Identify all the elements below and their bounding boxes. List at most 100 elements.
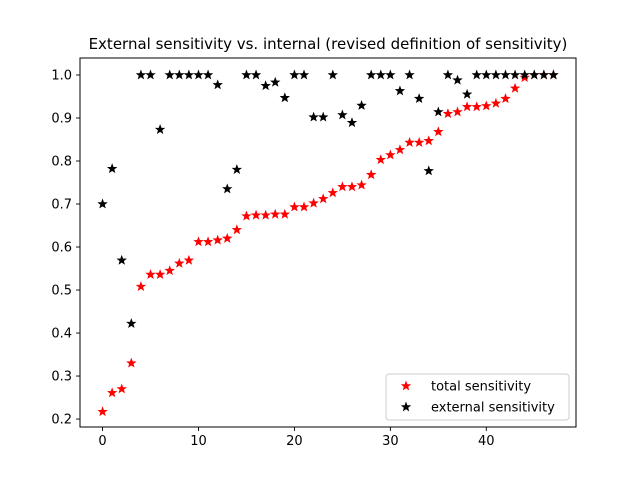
data-point (298, 69, 310, 80)
data-point (145, 69, 156, 80)
data-point (289, 201, 300, 212)
data-point (413, 93, 425, 104)
data-point (202, 236, 214, 247)
data-point (202, 69, 214, 80)
data-point (529, 69, 540, 80)
y-tick-label: 0.9 (51, 111, 72, 126)
data-point (279, 208, 291, 219)
data-point (231, 224, 243, 235)
data-point (126, 318, 137, 328)
data-point (106, 163, 118, 174)
data-point (365, 69, 377, 80)
data-point (375, 69, 386, 80)
data-point (135, 69, 147, 80)
data-point (519, 69, 530, 80)
data-point (97, 406, 108, 417)
data-point (222, 232, 233, 243)
y-tick-label: 0.5 (51, 284, 72, 299)
data-point (308, 197, 319, 208)
data-point (289, 69, 300, 80)
data-point (461, 101, 473, 112)
data-point (135, 281, 147, 291)
data-point (212, 234, 223, 245)
data-point (375, 154, 386, 165)
legend-label: total sensitivity (431, 380, 531, 395)
data-point (308, 111, 319, 122)
y-tick-label: 0.8 (51, 155, 72, 170)
y-tick-label: 0.3 (51, 370, 72, 385)
axes: 0 10 20 30 40 0.2 0.3 0.4 0.5 0.6 0.7 0.8 0.9 1.0 (51, 57, 577, 449)
series-external-sensitivity (97, 69, 559, 328)
data-point (97, 198, 108, 209)
data-point (318, 111, 329, 122)
data-point (500, 93, 511, 104)
data-point (145, 269, 156, 279)
series-total-sensitivity (97, 69, 559, 417)
legend-marker (400, 401, 412, 412)
data-point (154, 124, 166, 135)
data-point (442, 69, 454, 80)
legend-label: external sensitivity (431, 401, 555, 416)
x-tick-label: 0 (98, 434, 106, 449)
data-point (337, 181, 348, 192)
data-point (481, 69, 492, 80)
x-tick-label: 40 (478, 434, 495, 449)
data-point (509, 69, 521, 80)
data-point (279, 92, 291, 103)
data-point (394, 144, 406, 155)
data-point (346, 181, 358, 192)
data-point (394, 85, 406, 96)
data-point (241, 69, 252, 80)
data-point (509, 82, 521, 93)
y-tick-label: 0.4 (51, 327, 72, 342)
data-point (164, 69, 175, 80)
data-point (327, 69, 338, 80)
data-point (193, 69, 204, 80)
y-tick-label: 0.6 (51, 241, 72, 256)
data-point (481, 100, 492, 111)
data-point (356, 100, 367, 110)
data-point (385, 69, 396, 80)
x-tick-label: 20 (286, 434, 303, 449)
data-point (423, 135, 434, 146)
data-point (250, 69, 262, 80)
legend-box (385, 373, 570, 421)
chart-title: External sensitivity vs. internal (revis… (89, 35, 568, 53)
data-point (404, 69, 415, 80)
data-point (471, 101, 482, 112)
data-point (385, 149, 396, 160)
data-point (433, 126, 444, 137)
data-point (250, 209, 262, 220)
legend: total sensitivity external sensitivity (385, 373, 570, 421)
plot-area (97, 69, 559, 417)
data-point (270, 208, 281, 219)
data-point (116, 383, 127, 394)
data-point (260, 209, 271, 220)
data-point (365, 169, 377, 180)
data-point (183, 69, 195, 80)
data-point (222, 183, 233, 194)
legend-marker (400, 380, 412, 391)
data-point (337, 109, 348, 120)
data-point (404, 137, 415, 147)
data-point (174, 69, 185, 80)
data-point (193, 236, 204, 247)
data-point (116, 254, 127, 265)
data-point (490, 97, 502, 108)
y-tick-label: 0.2 (51, 413, 72, 428)
data-point (452, 106, 463, 117)
data-point (212, 79, 223, 90)
data-point (318, 193, 329, 204)
data-point (461, 88, 473, 99)
data-point (126, 357, 137, 368)
x-tick-label: 10 (190, 434, 207, 449)
data-point (471, 69, 482, 80)
data-point (548, 69, 559, 80)
data-point (298, 201, 310, 212)
y-tick-label: 0.7 (51, 198, 72, 213)
data-point (442, 108, 454, 119)
data-point (154, 269, 166, 279)
data-point (452, 74, 463, 85)
data-point (270, 76, 281, 87)
data-point (106, 387, 118, 398)
